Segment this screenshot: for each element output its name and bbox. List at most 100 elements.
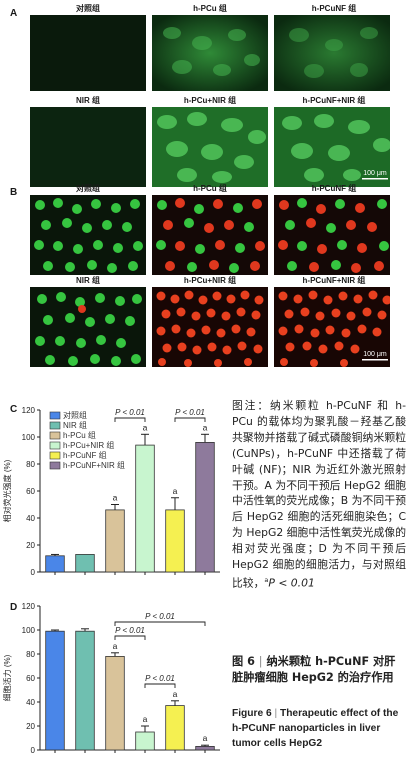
b-scale-bar bbox=[362, 359, 388, 361]
figure-title-cn-text: 纳米颗粒 h-PCuNF 对肝脏肿瘤细胞 HepG2 的治疗作用 bbox=[232, 655, 396, 684]
bar-3 bbox=[135, 444, 155, 573]
panel-b-label: B bbox=[10, 187, 18, 198]
y-tick-label: 20 bbox=[26, 541, 35, 550]
legend-swatch-0 bbox=[49, 411, 61, 420]
b-hpcunf-live-dead bbox=[274, 195, 390, 275]
figure-caption: 图注：纳米颗粒 h-PCuNF 和 h-PCu 的载体均为聚乳酸－羟基乙酸共聚物… bbox=[232, 398, 406, 591]
a-label-hpcunf-nir: h-PCuNF+NIR 组 bbox=[302, 96, 366, 105]
y-tick-label: 60 bbox=[26, 487, 35, 496]
y-tick-label: 0 bbox=[31, 746, 36, 755]
y-tick-label: 100 bbox=[22, 433, 36, 442]
legend-label-0: 对照组 bbox=[63, 410, 87, 420]
y-tick-label: 100 bbox=[22, 626, 36, 635]
a-label-hpcu-nir: h-PCu+NIR 组 bbox=[183, 96, 237, 105]
y-tick-label: 120 bbox=[22, 602, 36, 611]
legend-label-3: h-PCu+NIR 组 bbox=[63, 440, 114, 450]
significance-4: a bbox=[173, 486, 178, 496]
legend-label-4: h-PCuNF 组 bbox=[63, 450, 107, 460]
y-tick-label: 0 bbox=[31, 568, 36, 577]
a-hpcu-nir-fluorescence bbox=[152, 107, 268, 187]
a-nir-fluorescence bbox=[30, 107, 146, 187]
b-label-hpcu: h-PCu 组 bbox=[193, 184, 227, 193]
b-hpcunf-nir-live-dead: 100 μm bbox=[274, 287, 390, 367]
figure-number-en: Figure 6 bbox=[232, 708, 272, 719]
b-hpcu-live-dead bbox=[152, 195, 268, 275]
legend-swatch-1 bbox=[49, 421, 61, 430]
significance-2: a bbox=[113, 493, 118, 503]
figure-title-en: Figure 6 | Therapeutic effect of the h-P… bbox=[232, 706, 406, 751]
bar-1 bbox=[75, 630, 95, 751]
a-label-control: 对照组 bbox=[76, 4, 100, 13]
y-tick-label: 40 bbox=[26, 514, 35, 523]
a-hpcunf-fluorescence bbox=[274, 15, 390, 91]
bar-5 bbox=[195, 442, 215, 573]
figure-title-en-text: Therapeutic effect of the h-PCuNF nanopa… bbox=[232, 708, 399, 749]
panel-a-label: A bbox=[10, 8, 18, 19]
significance-5: a bbox=[203, 733, 208, 743]
b-nir-live-dead bbox=[30, 287, 146, 367]
y-tick-label: 60 bbox=[26, 674, 35, 683]
comparison-bracket-0 bbox=[114, 417, 146, 422]
comparison-pvalue-2: P < 0.01 bbox=[145, 674, 175, 683]
bar-2 bbox=[105, 656, 125, 751]
panel-c-label: C bbox=[10, 404, 18, 415]
y-tick-label: 40 bbox=[26, 698, 35, 707]
legend-swatch-2 bbox=[49, 431, 61, 440]
panel-d-label: D bbox=[10, 602, 18, 613]
bar-5 bbox=[195, 745, 215, 751]
a-label-hpcunf: h-PCuNF 组 bbox=[311, 4, 357, 13]
y-tick-label: 80 bbox=[26, 460, 35, 469]
bar-0 bbox=[45, 630, 65, 751]
comparison-bracket-1 bbox=[174, 417, 206, 422]
bar-1 bbox=[75, 554, 95, 573]
comparison-bracket-2 bbox=[144, 683, 176, 688]
significance-3: a bbox=[143, 422, 148, 432]
b-scale-bar-label: 100 μm bbox=[363, 351, 387, 358]
y-axis-label: 相对荧光强度 (%) bbox=[2, 459, 12, 522]
significance-2: a bbox=[113, 641, 118, 651]
a-label-hpcu: h-PCu 组 bbox=[193, 4, 227, 13]
y-tick-label: 20 bbox=[26, 722, 35, 731]
legend-swatch-5 bbox=[49, 461, 61, 470]
bar-4 bbox=[165, 705, 185, 751]
significance-4: a bbox=[173, 689, 178, 699]
y-tick-label: 120 bbox=[22, 406, 36, 415]
legend-label-1: NIR 组 bbox=[63, 420, 87, 430]
bar-0 bbox=[45, 555, 65, 573]
legend-label-5: h-PCuNF+NIR 组 bbox=[63, 460, 125, 470]
legend-swatch-3 bbox=[49, 441, 61, 450]
comparison-pvalue-1: P < 0.01 bbox=[115, 626, 145, 635]
comparison-bracket-0 bbox=[114, 621, 206, 626]
b-label-nir: NIR 组 bbox=[76, 276, 100, 285]
b-label-control: 对照组 bbox=[76, 184, 100, 193]
legend-swatch-4 bbox=[49, 451, 61, 460]
comparison-pvalue-0: P < 0.01 bbox=[115, 408, 145, 417]
chart-c-relative-fluorescence: 0 20 40 60 80 100 120 相对荧光强度 (%) a a a a P < 0.01 P <… bbox=[2, 406, 220, 577]
bar-4 bbox=[165, 509, 185, 573]
bar-3 bbox=[135, 731, 155, 751]
significance-5: a bbox=[203, 422, 208, 432]
figure-number-cn: 图 6 bbox=[232, 655, 255, 668]
panel-a-micrographs: 对照组 h-PCu 组 h-PCuNF 组 NIR 组 h-PCu+ bbox=[30, 4, 402, 190]
comparison-bracket-1 bbox=[114, 635, 146, 640]
y-axis-label: 细胞活力 (%) bbox=[2, 654, 12, 701]
figure-separator-en: | bbox=[274, 708, 278, 719]
a-control-fluorescence bbox=[30, 15, 146, 91]
figure-separator-cn: | bbox=[258, 655, 263, 668]
bar-2 bbox=[105, 509, 125, 573]
caption-note: P < 0.01 bbox=[268, 576, 315, 590]
a-label-nir: NIR 组 bbox=[76, 96, 100, 105]
comparison-pvalue-0: P < 0.01 bbox=[145, 612, 175, 621]
b-control-live-dead bbox=[30, 195, 146, 275]
caption-note-superscript: a bbox=[264, 575, 269, 584]
a-scale-bar-label: 100 μm bbox=[363, 170, 387, 177]
panel-b-micrographs: 对照组 h-PCu 组 h-PCuNF 组 NIR 组 bbox=[30, 184, 402, 374]
b-hpcu-nir-live-dead bbox=[152, 287, 268, 367]
b-label-hpcu-nir: h-PCu+NIR 组 bbox=[183, 276, 237, 285]
legend-label-2: h-PCu 组 bbox=[63, 430, 96, 440]
b-label-hpcunf: h-PCuNF 组 bbox=[311, 184, 357, 193]
significance-3: a bbox=[143, 714, 148, 724]
a-hpcu-fluorescence bbox=[152, 15, 268, 91]
a-scale-bar bbox=[362, 178, 388, 180]
